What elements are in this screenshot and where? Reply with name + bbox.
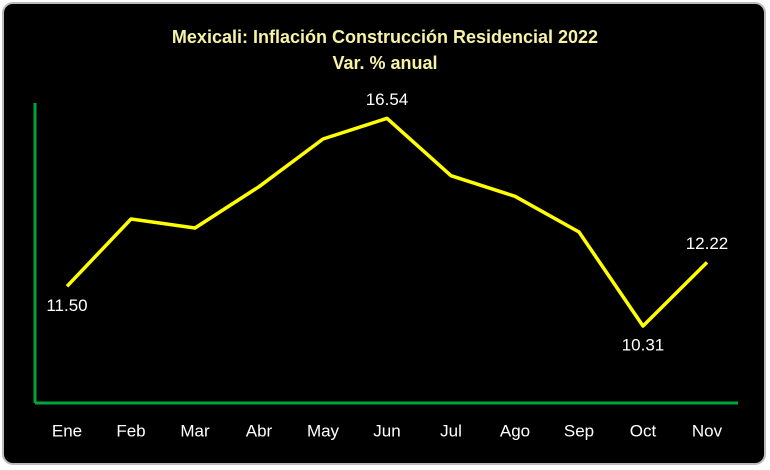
x-tick-label: Oct xyxy=(630,421,657,440)
x-tick-label: Jul xyxy=(440,421,462,440)
data-label: 10.31 xyxy=(622,335,665,354)
data-label: 12.22 xyxy=(686,234,729,253)
chart-background xyxy=(2,2,766,465)
x-tick-label: Mar xyxy=(180,421,210,440)
x-tick-label: Ene xyxy=(52,421,82,440)
x-tick-label: Ago xyxy=(500,421,530,440)
data-label: 16.54 xyxy=(366,90,409,109)
x-tick-label: Sep xyxy=(564,421,594,440)
x-tick-label: Abr xyxy=(246,421,273,440)
x-tick-label: Feb xyxy=(116,421,145,440)
x-tick-label: Jun xyxy=(373,421,400,440)
line xyxy=(65,116,709,328)
chart-subtitle: Var. % anual xyxy=(332,53,437,73)
data-label: 11.50 xyxy=(46,296,87,315)
x-tick-label: Nov xyxy=(692,421,723,440)
chart-title: Mexicali: Inflación Construcción Residen… xyxy=(172,27,598,47)
x-tick-label: May xyxy=(307,421,340,440)
